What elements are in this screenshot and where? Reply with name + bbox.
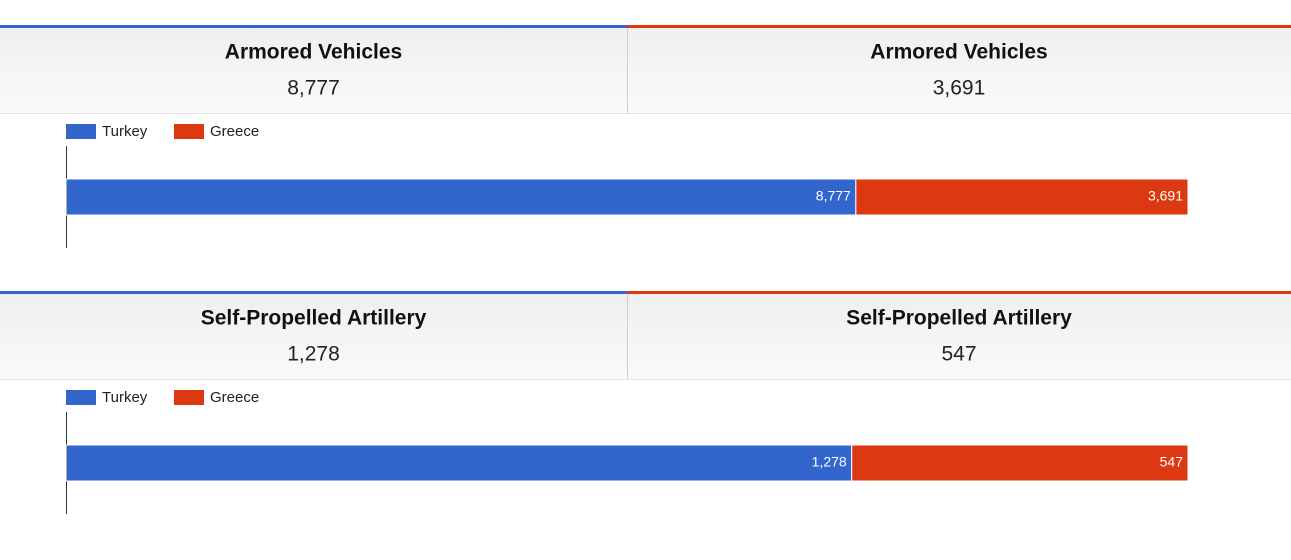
legend-swatch: [174, 390, 204, 405]
legend-label: Turkey: [102, 389, 148, 406]
bar-segment: [65, 444, 853, 482]
stat-title: Armored Vehicles: [870, 41, 1047, 64]
legend-swatch: [174, 124, 204, 139]
legend-swatch: [66, 124, 96, 139]
header-accent-right: [627, 25, 1291, 28]
header-accent-left: [0, 291, 627, 294]
data-label: 547: [1160, 454, 1184, 470]
header-background: [0, 28, 1291, 113]
stat-title: Self-Propelled Artillery: [201, 307, 427, 330]
stat-title: Armored Vehicles: [225, 41, 402, 64]
stat-title: Self-Propelled Artillery: [846, 307, 1072, 330]
legend-label: Greece: [210, 389, 259, 406]
data-label: 1,278: [812, 454, 847, 470]
bar-segment: [65, 178, 857, 216]
stat-value: 8,777: [287, 77, 340, 100]
data-label: 3,691: [1148, 188, 1183, 204]
bar-segment: [855, 178, 1189, 216]
header-accent-right: [627, 291, 1291, 294]
legend-swatch: [66, 390, 96, 405]
header-background: [0, 294, 1291, 379]
data-label: 8,777: [816, 188, 851, 204]
header-accent-left: [0, 25, 627, 28]
stat-value: 547: [941, 343, 976, 366]
legend-label: Turkey: [102, 123, 148, 140]
bar-segment: [851, 444, 1189, 482]
legend-label: Greece: [210, 123, 259, 140]
stat-value: 1,278: [287, 343, 340, 366]
stat-value: 3,691: [933, 77, 986, 100]
